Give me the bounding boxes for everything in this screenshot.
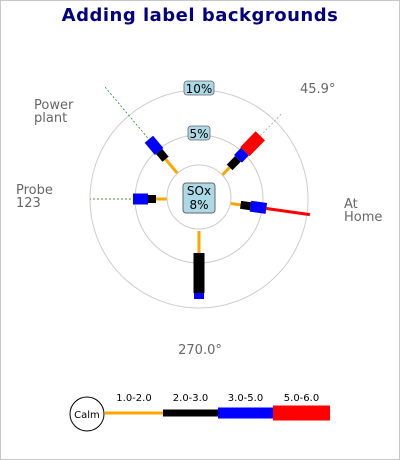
direction-guide-line <box>103 85 179 175</box>
legend-bin-label: 2.0-3.0 <box>173 393 208 404</box>
direction-label: Power plant <box>34 98 74 126</box>
legend: Calm 1.0-2.0 2.0-3.0 3.0-5.0 5.0-6.0 <box>69 393 330 432</box>
direction-label: Probe 123 <box>16 183 53 211</box>
leg-segment-1.0-2.0 <box>164 158 180 176</box>
leg-segment-3.0-5.0 <box>144 135 164 156</box>
legend-calm-circle <box>69 396 105 432</box>
leg-segment-2.0-3.0 <box>226 156 241 171</box>
leg-segment-1.0-2.0 <box>230 201 241 207</box>
leg-segment-1.0-2.0 <box>220 166 231 178</box>
range-label-background <box>183 80 215 96</box>
direction-label: 45.9° <box>300 82 335 97</box>
center-label-background <box>182 182 216 214</box>
direction-label: At Home <box>344 197 382 225</box>
legend-calm-label: Calm <box>74 410 100 421</box>
center-pollutant-label: SOx <box>187 184 211 198</box>
leg-segment-3.0-5.0 <box>249 200 268 214</box>
range-label: 5% <box>189 127 208 141</box>
direction-legs <box>133 131 311 299</box>
legend-bin-label: 5.0-6.0 <box>284 393 319 404</box>
direction-label: 270.0° <box>178 343 222 358</box>
range-labels: 5% 10% <box>183 80 215 141</box>
leg-segment-2.0-3.0 <box>156 148 169 162</box>
legend-bin-label: 1.0-2.0 <box>116 393 151 404</box>
leg-segment-2.0-3.0 <box>240 200 252 211</box>
direction-labels: Power plant At Home 270.0° Probe 123 45.9° <box>16 82 382 358</box>
chart-title: Adding label backgrounds <box>61 5 339 26</box>
legend-bin-label: 3.0-5.0 <box>228 393 263 404</box>
leg-segment-5.0-6.0 <box>240 131 265 157</box>
leg-segment-5.0-6.0 <box>266 206 311 217</box>
range-label-background <box>187 125 211 141</box>
calm-center: SOx 8% <box>166 164 232 230</box>
range-label: 10% <box>186 82 213 96</box>
center-calm-pct-label: 8% <box>189 198 208 212</box>
leg-segment-3.0-5.0 <box>234 147 249 163</box>
